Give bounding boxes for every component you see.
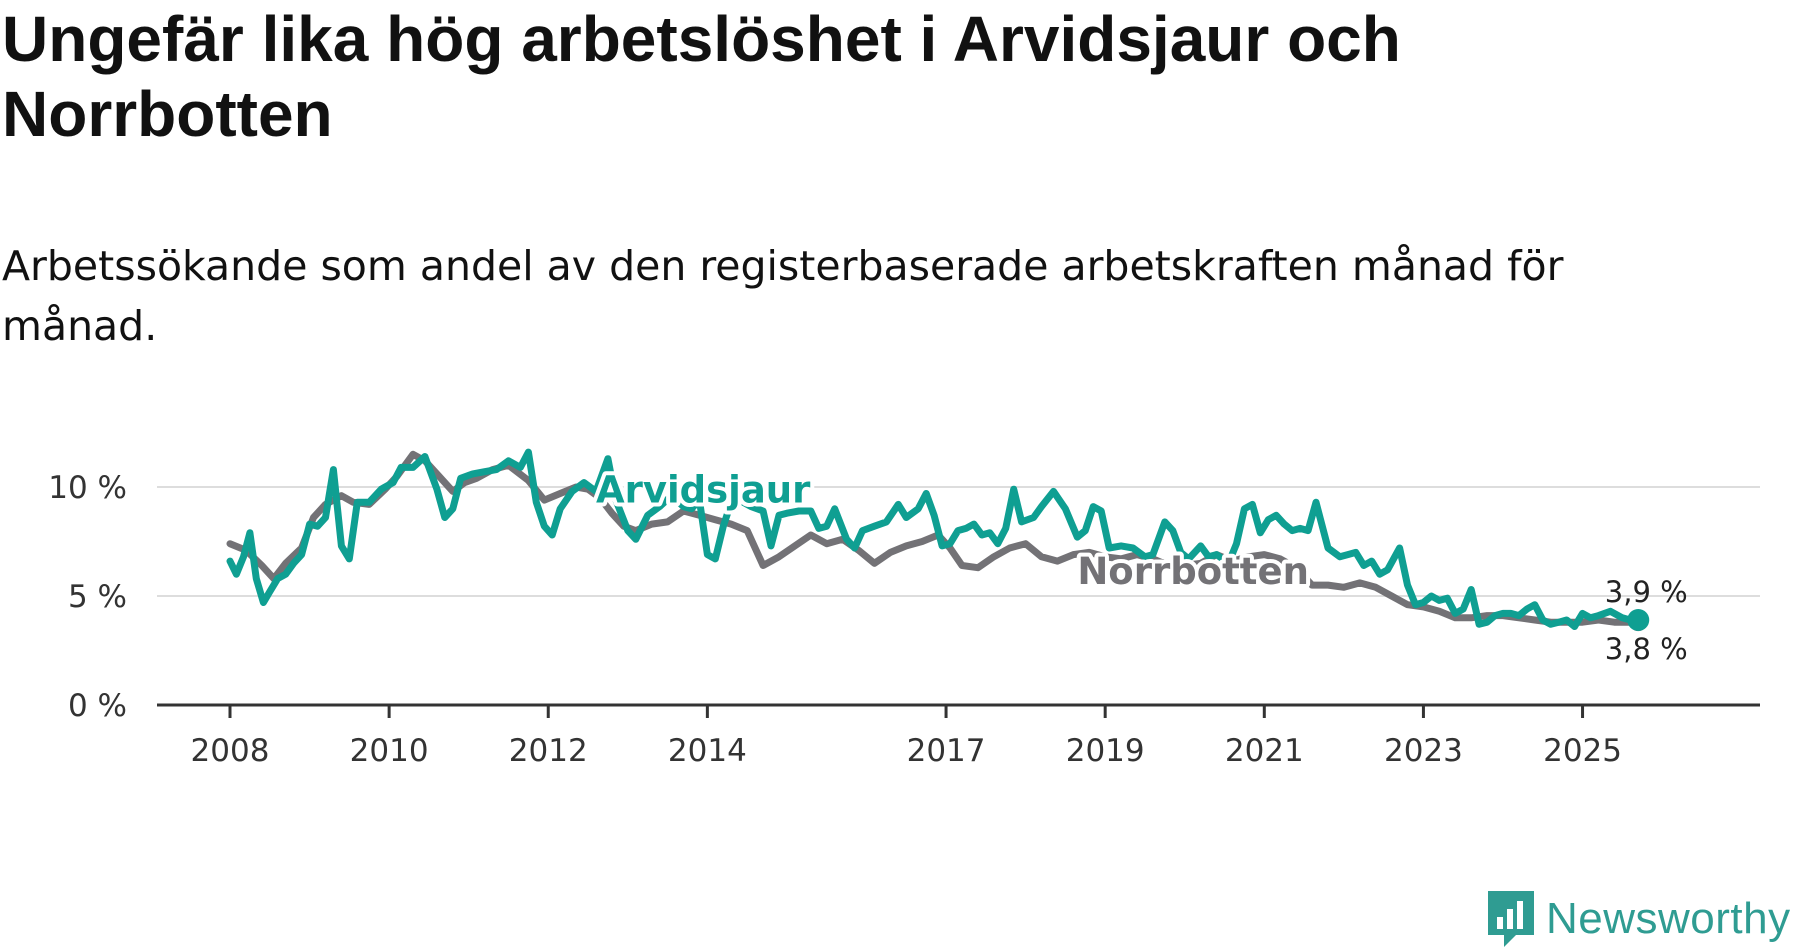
y-tick-label: 0 %: [68, 688, 127, 724]
series-lines: [226, 448, 1650, 632]
x-tick-label: 2025: [1543, 733, 1622, 769]
series-label-arvidsjaur: Arvidsjaur: [596, 468, 811, 511]
x-tick-label: 2019: [1066, 733, 1145, 769]
end-marker-arvidsjaur: [1627, 608, 1650, 631]
newsworthy-logo-icon: [1488, 891, 1534, 947]
x-tick-label: 2014: [668, 733, 747, 769]
chart-subtitle: Arbetssökande som andel av den registerb…: [2, 242, 1564, 350]
end-value-norrbotten: 3,8 %: [1605, 632, 1688, 666]
brand-name: Newsworthy: [1546, 894, 1791, 943]
series-label-norrbotten: Norrbotten: [1077, 550, 1309, 593]
brand-logo: Newsworthy: [1486, 886, 1791, 952]
x-tick-label: 2008: [191, 733, 270, 769]
x-tick-label: 2017: [907, 733, 986, 769]
series-labels: Arvidsjaur Norrbotten 3,9 % 3,8 %: [592, 464, 1688, 666]
x-tick-label: 2021: [1225, 733, 1304, 769]
x-tick-label: 2023: [1384, 733, 1463, 769]
gridlines: [157, 486, 1760, 597]
end-value-arvidsjaur: 3,9 %: [1605, 575, 1688, 609]
x-tick-label: 2010: [350, 733, 429, 769]
y-tick-label: 5 %: [68, 579, 127, 615]
series-line-norrbotten: [226, 450, 1642, 626]
y-tick-label: 10 %: [48, 470, 127, 506]
x-tick-label: 2012: [509, 733, 588, 769]
series-line-arvidsjaur: [226, 448, 1642, 630]
chart-title: Ungefär lika hög arbetslöshet i Arvidsja…: [2, 3, 1401, 150]
axes: 0 % 5 % 10 % 2008 2010 2012 2014 2017 2019 2021 20…: [48, 470, 1760, 769]
